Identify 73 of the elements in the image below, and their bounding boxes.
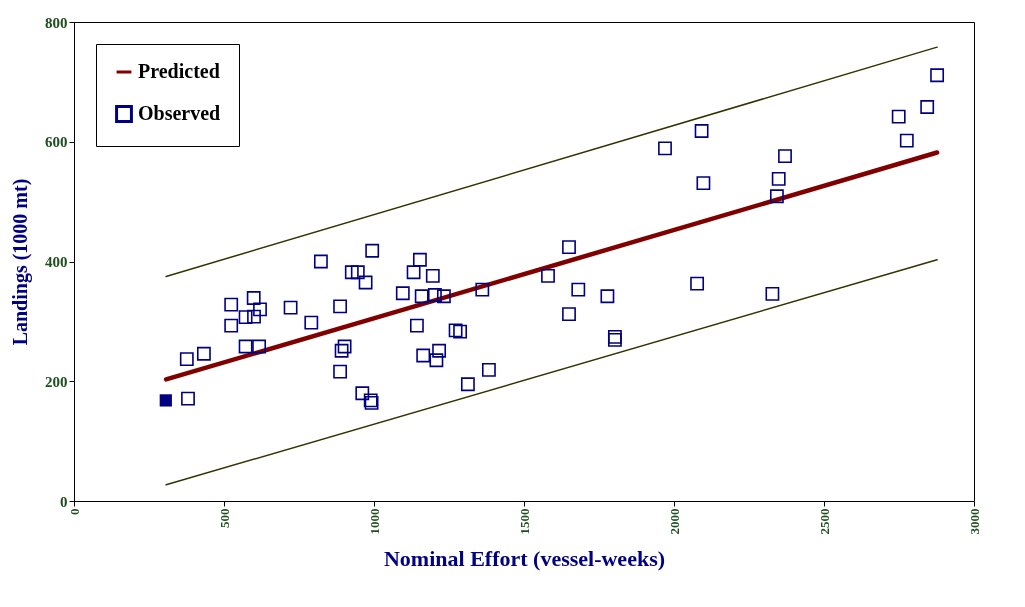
point [181,391,195,406]
point [412,252,427,267]
point [475,282,490,297]
point [696,176,711,190]
point [658,141,672,156]
point [344,265,359,280]
point [778,149,792,164]
point [690,276,705,291]
point [694,124,709,138]
point [432,343,447,358]
point [769,189,784,204]
point [571,282,586,297]
point [355,386,370,401]
point [541,268,555,283]
point [224,297,239,312]
point [460,377,475,392]
point [238,310,253,325]
y-tick-label: 0 [60,493,68,510]
x-tick-label: 2000 [666,508,682,535]
x-tick-label: 3000 [966,508,982,535]
point [453,324,468,339]
point [562,307,576,322]
point [765,286,780,301]
point [427,288,442,302]
point [416,348,431,363]
point [196,346,211,361]
legend-label: Observed [138,102,221,124]
point [253,302,267,317]
point [350,265,365,280]
point [238,339,253,354]
point [224,318,239,333]
point [358,275,373,290]
y-axis-title: Landings (1000 mt) [9,178,32,346]
point [481,362,496,377]
point [337,339,352,354]
point [283,300,298,315]
point [333,364,348,379]
point [159,394,172,407]
y-tick-label: 600 [45,134,68,151]
point [414,289,429,304]
point [920,100,935,114]
point [562,240,576,255]
point [429,353,444,368]
x-tick-label: 500 [216,508,232,528]
point [252,339,267,354]
point [395,286,410,301]
point [333,299,348,314]
y-tick-label: 400 [45,254,68,270]
y-tick-label: 800 [45,14,68,31]
point [304,315,319,330]
point [247,309,261,324]
point [891,109,906,124]
point [179,352,194,367]
point [409,318,424,333]
point [313,254,328,269]
point [600,289,615,304]
legend-label: Predicted [138,60,220,82]
y-tick-label: 200 [45,373,68,390]
x-tick-label: 0 [66,508,82,515]
x-tick-label: 1000 [366,508,382,535]
point [425,268,440,283]
point [436,289,451,304]
x-tick-label: 1500 [516,508,532,535]
point [334,343,349,358]
point [448,323,463,338]
point [899,133,914,148]
point [771,171,786,186]
point [246,291,261,305]
point [930,68,945,83]
x-tick-label: 2500 [816,508,832,535]
x-axis-title: Nominal Effort (vessel-weeks) [383,545,666,571]
point [406,265,421,280]
point [365,243,380,258]
